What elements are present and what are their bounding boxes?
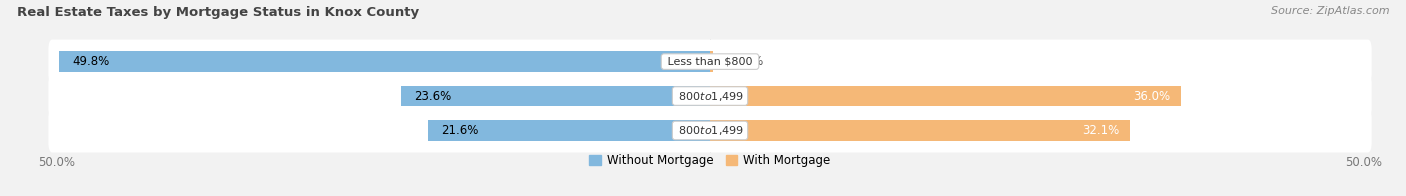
Legend: Without Mortgage, With Mortgage: Without Mortgage, With Mortgage xyxy=(589,154,831,167)
Bar xyxy=(710,120,1130,141)
Text: 49.8%: 49.8% xyxy=(72,55,110,68)
FancyBboxPatch shape xyxy=(48,40,1372,84)
Text: Source: ZipAtlas.com: Source: ZipAtlas.com xyxy=(1271,6,1389,16)
Text: Real Estate Taxes by Mortgage Status in Knox County: Real Estate Taxes by Mortgage Status in … xyxy=(17,6,419,19)
Bar xyxy=(59,51,710,72)
Bar xyxy=(402,86,710,106)
Text: $800 to $1,499: $800 to $1,499 xyxy=(675,124,745,137)
Text: 36.0%: 36.0% xyxy=(1133,90,1170,103)
Bar xyxy=(710,51,713,72)
Text: $800 to $1,499: $800 to $1,499 xyxy=(675,90,745,103)
FancyBboxPatch shape xyxy=(48,74,1372,118)
Text: 23.6%: 23.6% xyxy=(415,90,451,103)
Text: 32.1%: 32.1% xyxy=(1083,124,1119,137)
Bar xyxy=(710,86,1181,106)
Bar xyxy=(427,120,710,141)
Text: Less than $800: Less than $800 xyxy=(664,57,756,67)
Text: 0.26%: 0.26% xyxy=(727,55,763,68)
Text: 21.6%: 21.6% xyxy=(440,124,478,137)
FancyBboxPatch shape xyxy=(48,108,1372,152)
